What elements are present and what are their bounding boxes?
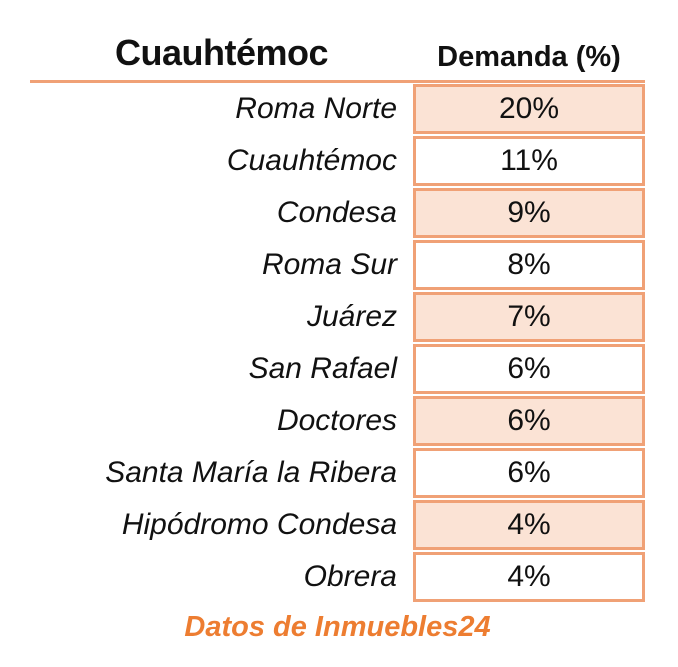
table-title: Cuauhtémoc [114, 32, 329, 73]
demand-value-cell: 6% [413, 396, 645, 446]
neighborhood-label: Condesa [276, 196, 397, 229]
demand-value-cell: 11% [413, 136, 645, 186]
neighborhood-label: Hipódromo Condesa [121, 508, 397, 541]
neighborhood-label: Roma Norte [235, 92, 397, 125]
table-row: Hipódromo Condesa 4% [30, 499, 645, 551]
table-row: Roma Norte 20% [30, 83, 645, 135]
demand-value-cell: 20% [413, 84, 645, 134]
table-row: Obrera 4% [30, 551, 645, 603]
table-row: San Rafael 6% [30, 343, 645, 395]
neighborhood-label: Santa María la Ribera [105, 456, 397, 489]
demand-value-cell: 4% [413, 500, 645, 550]
demand-value-cell: 4% [413, 552, 645, 602]
table-row: Santa María la Ribera 6% [30, 447, 645, 499]
demand-value-cell: 9% [413, 188, 645, 238]
table-header: Cuauhtémoc Demanda (%) [30, 10, 645, 83]
table-rows: Roma Norte 20% Cuauhtémoc 11% Condesa 9% Roma … [30, 83, 645, 603]
table-row: Juárez 7% [30, 291, 645, 343]
demand-value-cell: 6% [413, 448, 645, 498]
neighborhood-label: Roma Sur [261, 248, 397, 281]
neighborhood-label: San Rafael [248, 352, 397, 385]
demand-column-header: Demanda (%) [437, 41, 621, 73]
demand-value-cell: 6% [413, 344, 645, 394]
table-row: Cuauhtémoc 11% [30, 135, 645, 187]
neighborhood-label: Cuauhtémoc [226, 144, 397, 177]
table-row: Condesa 9% [30, 187, 645, 239]
neighborhood-label: Doctores [276, 404, 397, 437]
table-row: Roma Sur 8% [30, 239, 645, 291]
neighborhood-label: Obrera [303, 560, 397, 593]
demand-table: Cuauhtémoc Demanda (%) Roma Norte 20% Cuau… [30, 10, 645, 644]
demand-value-cell: 8% [413, 240, 645, 290]
demand-value-cell: 7% [413, 292, 645, 342]
table-row: Doctores 6% [30, 395, 645, 447]
data-source-caption: Datos de Inmuebles24 [184, 611, 491, 643]
neighborhood-label: Juárez [306, 300, 397, 333]
